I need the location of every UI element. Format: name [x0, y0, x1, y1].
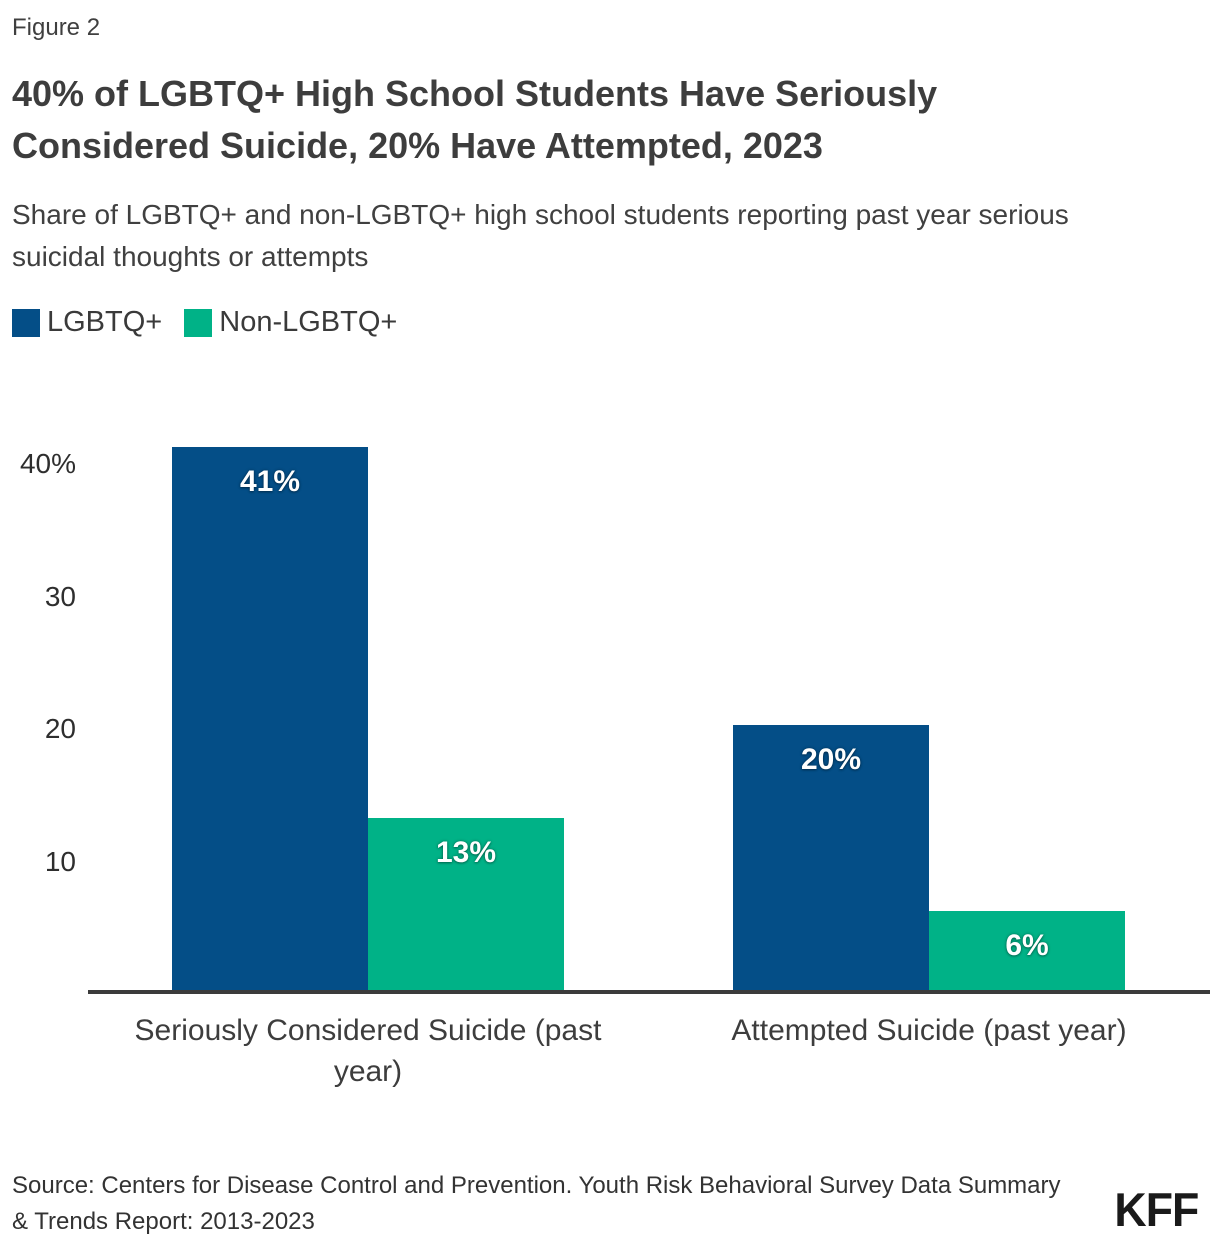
y-axis-tick-label: 20 [44, 713, 76, 744]
kff-logo: KFF [1114, 1183, 1199, 1236]
bar-value-label: 6% [1005, 929, 1049, 962]
bar-non-lgbtq-: 6% [929, 911, 1125, 990]
bar-lgbtq-: 20% [733, 725, 929, 990]
plot-area: 41% 13% 20% 6% [88, 438, 1210, 994]
x-axis-category-label: Attempted Suicide (past year) [731, 1014, 1127, 1047]
legend-label-non-lgbtq: Non-LGBTQ+ [219, 306, 398, 338]
legend: LGBTQ+ Non-LGBTQ+ [12, 306, 419, 339]
legend-label-lgbtq: LGBTQ+ [47, 306, 163, 338]
bar-value-label: 20% [800, 743, 862, 776]
y-axis-tick-label: 30 [44, 581, 76, 612]
y-axis-tick-label: 40% [19, 448, 76, 479]
y-axis-tick-label: 10 [44, 846, 76, 877]
legend-item-non-lgbtq: Non-LGBTQ+ [184, 306, 397, 339]
chart-subtitle: Share of LGBTQ+ and non-LGBTQ+ high scho… [12, 199, 1069, 272]
bar-value-label: 41% [239, 465, 301, 498]
legend-swatch-non-lgbtq [184, 308, 213, 337]
chart-title: 40% of LGBTQ+ High School Students Have … [12, 73, 938, 166]
legend-item-lgbtq: LGBTQ+ [12, 306, 162, 339]
source-note: Source: Centers for Disease Control and … [12, 1172, 1061, 1235]
x-axis-category-label: Seriously Considered Suicide (past year) [134, 1014, 602, 1089]
legend-swatch-lgbtq [12, 308, 40, 337]
figure-label: Figure 2 [12, 14, 101, 41]
bar-non-lgbtq-: 13% [368, 818, 564, 990]
y-axis: 40% 30 20 10 [0, 438, 76, 994]
bar-lgbtq-: 41% [172, 447, 368, 990]
bar-value-label: 13% [435, 836, 497, 869]
